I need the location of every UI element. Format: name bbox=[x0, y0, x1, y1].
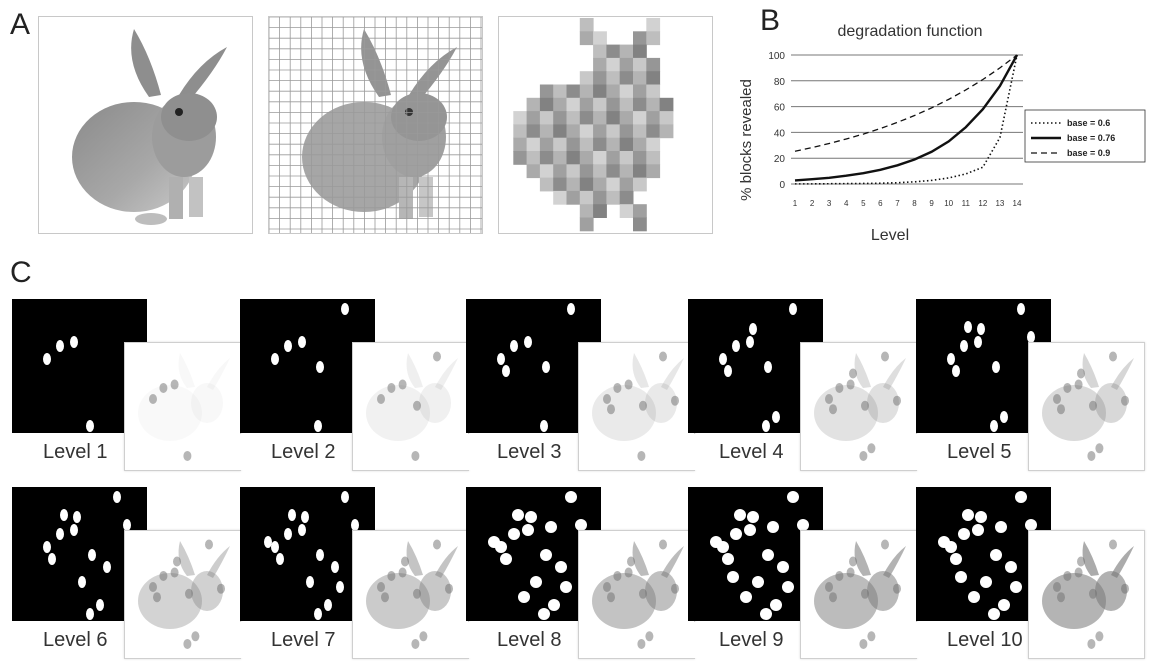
chart-x-tick-label: 9 bbox=[929, 199, 934, 208]
revealed-rabbit-image bbox=[1028, 530, 1145, 659]
chart-y-tick-label: 80 bbox=[774, 77, 786, 88]
chart-series-line-2 bbox=[794, 54, 1019, 182]
level-label: Level 2 bbox=[240, 434, 350, 470]
chart-x-tick-label: 13 bbox=[995, 199, 1004, 208]
chart-x-tick-label: 4 bbox=[844, 199, 849, 208]
rabbit-original-image bbox=[38, 16, 253, 234]
revealed-rabbit-image bbox=[578, 342, 695, 471]
chart-y-tick-label: 100 bbox=[768, 51, 785, 62]
level-item: Level 1 bbox=[12, 299, 241, 484]
degradation-chart: degradation function % blocks revealed L… bbox=[735, 10, 1155, 250]
chart-x-tick-label: 6 bbox=[878, 199, 883, 208]
level-label: Level 7 bbox=[240, 622, 350, 658]
level-label: Level 5 bbox=[916, 434, 1026, 470]
chart-title: degradation function bbox=[838, 23, 983, 40]
level-item: Level 9 bbox=[688, 487, 917, 672]
chart-series-line-3 bbox=[794, 54, 1018, 152]
level-item: Level 6 bbox=[12, 487, 241, 672]
level-label: Level 1 bbox=[12, 434, 122, 470]
level-label: Level 6 bbox=[12, 622, 122, 658]
legend-label: base = 0.9 bbox=[1067, 148, 1110, 158]
revealed-rabbit-image bbox=[800, 342, 917, 471]
level-item: Level 7 bbox=[240, 487, 469, 672]
level-label: Level 8 bbox=[466, 622, 576, 658]
chart-x-tick-label: 8 bbox=[912, 199, 917, 208]
chart-x-tick-label: 7 bbox=[895, 199, 900, 208]
level-label: Level 3 bbox=[466, 434, 576, 470]
chart-y-tick-label: 20 bbox=[774, 154, 786, 165]
chart-y-tick-label: 0 bbox=[779, 180, 785, 191]
level-label: Level 4 bbox=[688, 434, 798, 470]
chart-x-tick-label: 14 bbox=[1013, 199, 1022, 208]
chart-y-tick-label: 40 bbox=[774, 128, 786, 139]
rabbit-pixelated-image bbox=[498, 16, 713, 234]
level-item: Level 4 bbox=[688, 299, 917, 484]
chart-y-tick-label: 60 bbox=[774, 103, 786, 114]
level-item: Level 10 bbox=[916, 487, 1145, 672]
revealed-rabbit-image bbox=[578, 530, 695, 659]
chart-x-tick-label: 5 bbox=[861, 199, 866, 208]
revealed-rabbit-image bbox=[800, 530, 917, 659]
chart-x-tick-label: 12 bbox=[978, 199, 987, 208]
chart-x-tick-label: 1 bbox=[793, 199, 798, 208]
level-label: Level 10 bbox=[916, 622, 1026, 658]
panel-label-b: B bbox=[760, 4, 781, 37]
rabbit-grid-image bbox=[268, 16, 483, 234]
chart-x-axis-label: Level bbox=[871, 227, 909, 244]
chart-series-line-1 bbox=[795, 54, 1018, 185]
panel-label-a: A bbox=[10, 8, 31, 41]
level-item: Level 3 bbox=[466, 299, 695, 484]
revealed-rabbit-image bbox=[352, 530, 469, 659]
legend-label: base = 0.6 bbox=[1067, 118, 1110, 128]
level-item: Level 8 bbox=[466, 487, 695, 672]
chart-x-tick-label: 3 bbox=[827, 199, 832, 208]
chart-x-tick-label: 11 bbox=[962, 199, 971, 208]
chart-x-tick-label: 2 bbox=[810, 199, 815, 208]
revealed-rabbit-image bbox=[352, 342, 469, 471]
chart-x-tick-label: 10 bbox=[944, 199, 953, 208]
level-item: Level 2 bbox=[240, 299, 469, 484]
panel-label-c: C bbox=[10, 256, 32, 289]
revealed-rabbit-image bbox=[124, 342, 241, 471]
level-item: Level 5 bbox=[916, 299, 1145, 484]
chart-y-axis-label: % blocks revealed bbox=[738, 79, 755, 201]
revealed-rabbit-image bbox=[124, 530, 241, 659]
revealed-rabbit-image bbox=[1028, 342, 1145, 471]
legend-label: base = 0.76 bbox=[1067, 133, 1115, 143]
level-label: Level 9 bbox=[688, 622, 798, 658]
